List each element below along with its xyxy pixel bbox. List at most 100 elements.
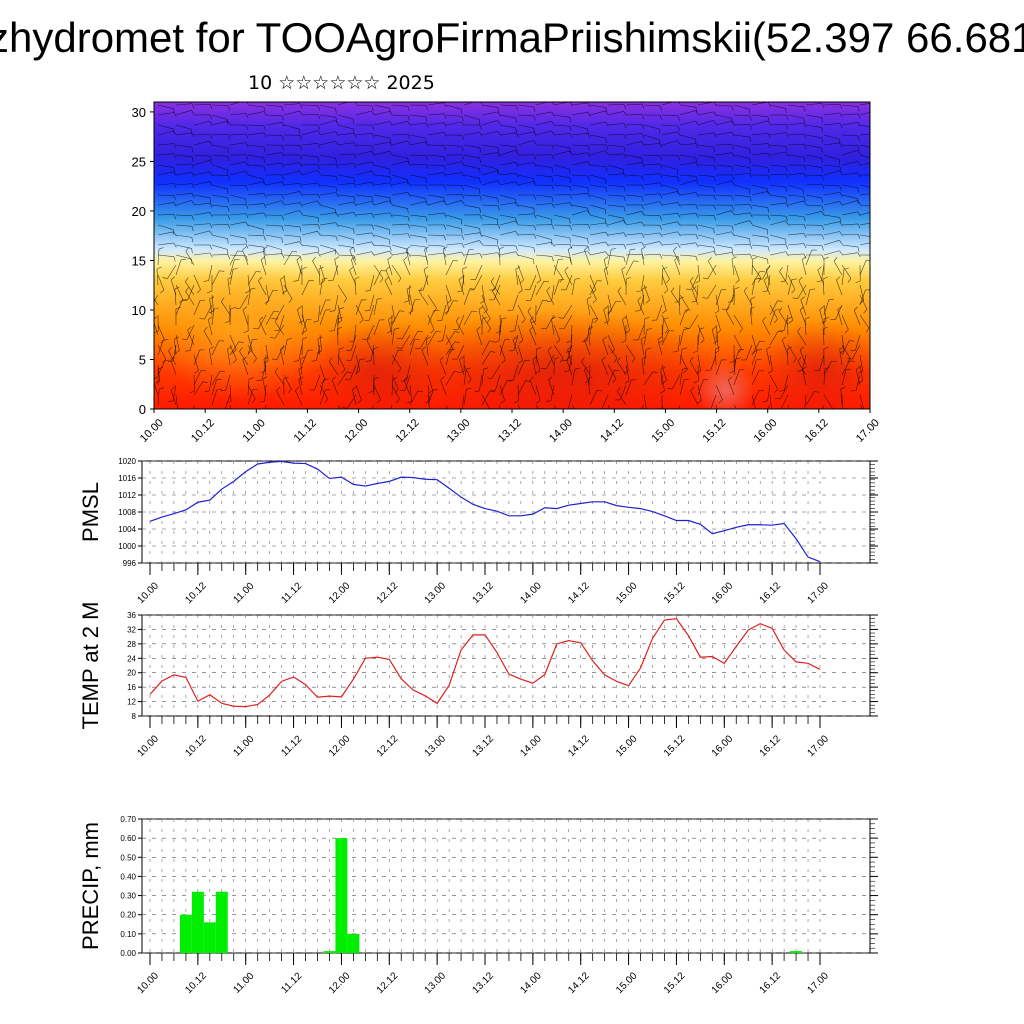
wind-barb-flag bbox=[729, 360, 735, 364]
wind-barb-flag bbox=[317, 164, 321, 170]
wind-barb-flag bbox=[299, 191, 303, 196]
wind-barb-flag bbox=[839, 231, 843, 236]
wind-barb bbox=[391, 310, 400, 326]
wind-barb bbox=[461, 274, 465, 291]
wind-barb-flag bbox=[187, 326, 192, 331]
wind-barb bbox=[661, 274, 669, 291]
wind-barb bbox=[495, 374, 501, 391]
wind-barb bbox=[679, 180, 696, 186]
wind-barb bbox=[427, 122, 444, 126]
wind-barb-flag bbox=[774, 388, 778, 394]
wind-barb bbox=[391, 181, 408, 186]
wind-barb-flag bbox=[621, 340, 626, 344]
wind-barb bbox=[445, 144, 462, 147]
wind-barb-flag bbox=[695, 157, 698, 163]
wind-barb bbox=[499, 214, 516, 219]
wind-barb bbox=[337, 254, 354, 257]
wind-barb bbox=[409, 214, 426, 218]
wind-barb bbox=[607, 111, 624, 116]
wind-barb-flag bbox=[449, 420, 452, 424]
wind-barb bbox=[221, 301, 231, 316]
wind-barb-flag bbox=[559, 327, 565, 330]
wind-barb bbox=[823, 394, 833, 409]
wind-barb-flag bbox=[865, 328, 870, 333]
wind-barb-flag bbox=[533, 225, 536, 231]
wind-barb-flag bbox=[677, 131, 681, 137]
wind-barb-flag bbox=[482, 316, 487, 320]
wind-barb bbox=[274, 324, 285, 339]
wind-barb-flag bbox=[821, 320, 827, 324]
wind-barb bbox=[373, 182, 390, 186]
wind-barb bbox=[679, 369, 683, 386]
wind-barb-flag bbox=[317, 224, 321, 230]
wind-barb bbox=[193, 181, 210, 186]
wind-barb bbox=[570, 324, 573, 341]
wind-barb bbox=[301, 193, 318, 196]
wind-barb bbox=[301, 142, 318, 146]
wind-barb-flag bbox=[440, 376, 445, 381]
wind-barb bbox=[373, 164, 390, 170]
wind-barb-flag bbox=[803, 243, 807, 249]
wind-barb-flag bbox=[179, 299, 184, 304]
wind-barb bbox=[643, 371, 654, 386]
wind-barb-flag bbox=[168, 360, 174, 363]
wind-barb bbox=[229, 142, 246, 146]
wind-barb bbox=[797, 284, 807, 299]
wind-barb-flag bbox=[185, 247, 190, 252]
wind-barb bbox=[247, 344, 257, 359]
wind-barb bbox=[391, 264, 402, 279]
wind-barb-flag bbox=[425, 138, 427, 144]
wind-barb bbox=[715, 194, 732, 197]
wind-barb bbox=[841, 334, 845, 351]
wind-barb-flag bbox=[803, 133, 807, 139]
wind-barb-flag bbox=[425, 227, 428, 233]
wind-barb bbox=[456, 344, 465, 360]
wind-barb-flag bbox=[525, 380, 531, 382]
wind-barb-flag bbox=[281, 253, 285, 259]
wind-barb-flag bbox=[335, 158, 337, 164]
wind-barb-flag bbox=[857, 198, 859, 204]
wind-barb-flag bbox=[785, 151, 789, 157]
wind-barb-flag bbox=[263, 106, 266, 112]
wind-barb bbox=[715, 252, 732, 256]
wind-barb-flag bbox=[587, 152, 591, 158]
wind-barb bbox=[751, 279, 756, 296]
precip-bar bbox=[215, 891, 228, 953]
wind-barb bbox=[174, 339, 177, 356]
wind-barb-flag bbox=[311, 360, 317, 362]
wind-barb-flag bbox=[623, 173, 627, 179]
wind-barb bbox=[409, 339, 415, 356]
wind-barb-flag bbox=[659, 143, 663, 148]
wind-barb bbox=[661, 184, 678, 190]
wind-barb bbox=[661, 202, 678, 206]
wind-barb-flag bbox=[659, 254, 663, 259]
wind-barb-flag bbox=[533, 128, 535, 134]
wind-barb bbox=[157, 214, 175, 216]
wind-barb-flag bbox=[645, 299, 650, 304]
wind-barb bbox=[535, 404, 539, 409]
wind-barb bbox=[567, 249, 573, 266]
wind-barb bbox=[769, 202, 786, 206]
wind-barb bbox=[355, 304, 364, 320]
wind-barb bbox=[567, 394, 573, 409]
wind-barb bbox=[445, 331, 455, 346]
wind-barb bbox=[589, 222, 606, 226]
wind-barb-flag bbox=[366, 360, 372, 362]
wind-barb bbox=[697, 144, 714, 148]
wind-barb-flag bbox=[242, 356, 247, 361]
wind-barb-flag bbox=[581, 340, 587, 342]
wind-barb bbox=[762, 264, 771, 280]
wind-barb bbox=[499, 172, 516, 176]
wind-barb-flag bbox=[263, 157, 266, 163]
wind-barb bbox=[823, 170, 840, 176]
wind-barb bbox=[841, 200, 858, 206]
wind-barb bbox=[445, 104, 462, 110]
wind-barb bbox=[517, 131, 534, 136]
wind-barb bbox=[175, 234, 192, 238]
wind-barb-flag bbox=[213, 307, 219, 310]
wind-barb-flag bbox=[442, 246, 448, 250]
wind-barb bbox=[637, 324, 645, 341]
wind-barb-flag bbox=[839, 250, 843, 255]
wind-barb bbox=[589, 150, 606, 156]
wind-barb bbox=[355, 200, 372, 206]
